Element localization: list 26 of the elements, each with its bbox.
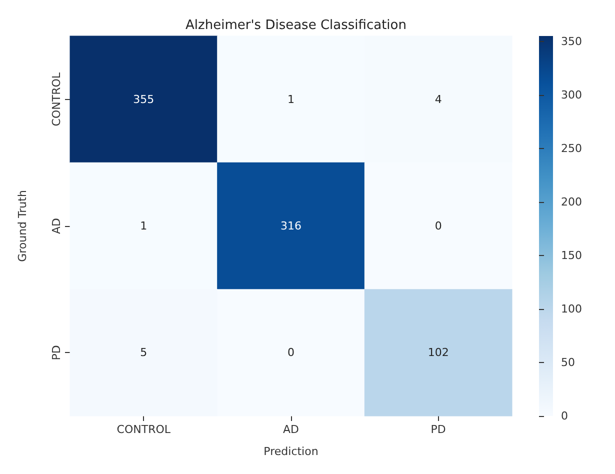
y-axis-title: Ground Truth (16, 190, 29, 262)
data-label: 1 (140, 220, 148, 232)
color-bar-label: 300 (561, 88, 582, 102)
data-label: 1 (288, 92, 294, 106)
chart-title: Alzheimer's Disease Classification (186, 18, 406, 33)
color-bar-label: 200 (561, 195, 582, 208)
color-bar-label: 250 (561, 142, 582, 155)
x-tick-label: PD (430, 423, 446, 436)
color-bar-label: 150 (561, 248, 582, 262)
x-tick-label: CONTROL (116, 423, 172, 436)
data-label: 0 (434, 220, 442, 232)
color-bar-label: 0 (561, 410, 568, 422)
data-label: 102 (428, 346, 449, 360)
data-label: 5 (140, 346, 148, 360)
data-label: 355 (133, 92, 154, 106)
data-label: 316 (280, 220, 302, 232)
color-bar-label: 100 (561, 302, 582, 316)
x-tick-label: AD (283, 423, 299, 436)
color-bar-label: 50 (561, 356, 575, 369)
y-tick-label: CONTROL (50, 72, 63, 126)
y-tick-label: PD (50, 345, 63, 360)
color-bar-label: 350 (561, 34, 582, 48)
y-tick-label: AD (50, 218, 63, 234)
data-label: 4 (434, 92, 442, 106)
x-axis-title: Prediction (264, 445, 318, 458)
data-label: 0 (288, 346, 294, 360)
